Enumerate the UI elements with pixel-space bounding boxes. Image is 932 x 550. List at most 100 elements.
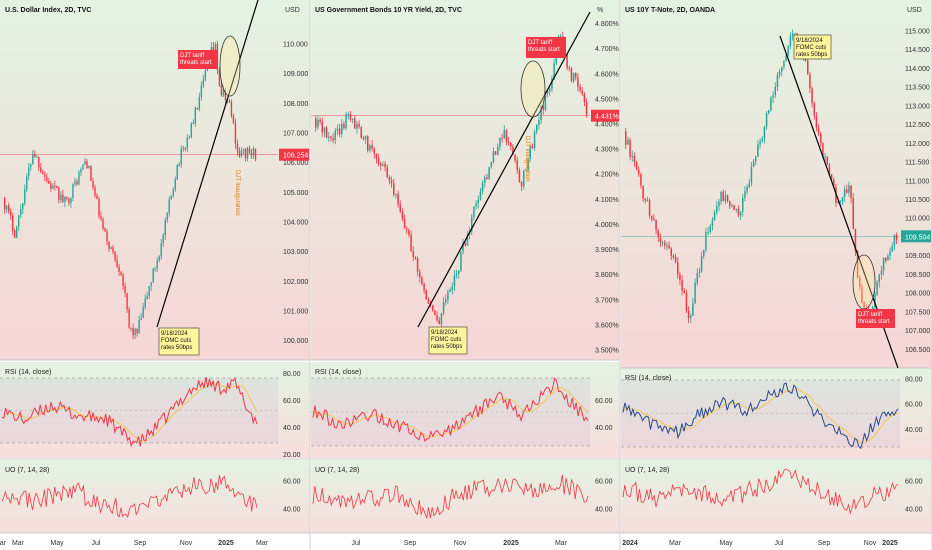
- candle-body: [880, 270, 883, 275]
- candle-body: [731, 205, 733, 207]
- candle-body: [707, 231, 709, 233]
- candle-body: [146, 296, 148, 299]
- candle-body: [421, 277, 423, 284]
- candle-body: [22, 203, 24, 210]
- candle-body: [568, 67, 571, 69]
- uo-line: [1, 474, 258, 519]
- candle-body: [232, 115, 235, 124]
- candle-body: [546, 90, 549, 94]
- candle-body: [739, 211, 742, 216]
- candle-body: [789, 36, 792, 47]
- candle-body: [657, 230, 660, 238]
- price-tick-label: 115.000: [905, 28, 930, 35]
- time-label: Mar: [0, 540, 7, 547]
- candle-body: [722, 191, 725, 201]
- candle-body: [80, 169, 82, 173]
- candle-body: [138, 319, 140, 333]
- candle-body: [367, 136, 369, 151]
- candle-body: [390, 180, 393, 184]
- candle-body: [160, 243, 162, 257]
- candle-body: [700, 256, 703, 272]
- candle-body: [659, 237, 662, 243]
- candle-body: [466, 234, 469, 246]
- candle-body: [538, 120, 540, 125]
- price-tick-label: 107.000: [905, 328, 930, 335]
- candle-body: [772, 95, 774, 99]
- candle-body: [246, 148, 249, 159]
- candle-body: [244, 149, 247, 159]
- candle-body: [42, 171, 44, 175]
- candle-body: [110, 247, 112, 249]
- candle-body: [811, 88, 813, 104]
- price-tick-label: 112.000: [905, 141, 930, 148]
- candle-body: [460, 251, 462, 271]
- candle-body: [711, 220, 714, 227]
- candle-body: [642, 185, 644, 199]
- candle-body: [455, 273, 458, 276]
- candle-body: [224, 89, 227, 101]
- candle-body: [388, 177, 391, 181]
- time-label: May: [719, 540, 733, 547]
- panel-title: U.S. Dollar Index, 2D, TVC: [5, 7, 91, 14]
- candle-body: [240, 150, 243, 157]
- candle-body: [354, 118, 356, 129]
- candle-body: [406, 228, 408, 230]
- price-tick-label: 106.000: [283, 160, 308, 167]
- trend-line: [156, 0, 259, 328]
- candle-body: [694, 282, 696, 304]
- candle-body: [891, 245, 894, 252]
- candle-body: [124, 286, 126, 294]
- candle-body: [737, 208, 740, 216]
- candle-body: [471, 216, 473, 232]
- rsi-tick-label: 60.00: [595, 398, 613, 405]
- candle-body: [735, 208, 738, 210]
- price-tick-label: 4.800%: [595, 21, 619, 28]
- candle-body: [130, 327, 132, 329]
- candle-body: [399, 204, 402, 212]
- annotation-text: DJT tariff: [180, 53, 204, 59]
- time-label: Jul: [775, 540, 784, 547]
- candle-body: [529, 145, 532, 159]
- panel-title: US 10Y T-Note, 2D, OANDA: [625, 7, 715, 14]
- candle-body: [833, 179, 835, 188]
- candle-body: [48, 180, 50, 184]
- price-tick-label: 103.000: [283, 249, 308, 256]
- uo-title: UO (7, 14, 28): [315, 467, 359, 474]
- price-tick-label: 3.900%: [595, 247, 619, 254]
- price-unit-label: %: [597, 7, 603, 14]
- last-price-badge: [591, 109, 619, 122]
- candle-body: [196, 107, 199, 110]
- candle-body: [445, 299, 447, 302]
- candle-body: [458, 270, 460, 274]
- candle-body: [64, 196, 66, 203]
- candle-body: [32, 154, 34, 165]
- candle-body: [638, 169, 640, 175]
- candle-body: [505, 130, 508, 143]
- candle-body: [525, 169, 527, 171]
- candle-body: [692, 303, 694, 316]
- candle-body: [212, 47, 215, 51]
- candle-body: [447, 291, 449, 300]
- last-price-badge: [279, 148, 309, 161]
- candle-body: [172, 189, 174, 196]
- candle-body: [74, 181, 76, 184]
- price-tick-label: 110.000: [905, 216, 930, 223]
- candle-body: [527, 158, 529, 170]
- candle-body: [136, 328, 138, 333]
- candle-body: [338, 128, 341, 135]
- candle-body: [122, 274, 124, 287]
- rsi-tick-label: 60.00: [283, 398, 301, 405]
- candle-body: [220, 85, 223, 96]
- price-tick-label: 113.000: [905, 103, 930, 110]
- rsi-tick-label: 80.00: [905, 376, 923, 383]
- candle-body: [670, 248, 673, 256]
- candle-body: [785, 54, 787, 62]
- candle-body: [341, 124, 343, 135]
- annotation-text: rates 50bps: [796, 52, 827, 58]
- candle-body: [108, 241, 110, 249]
- candle-body: [664, 242, 666, 246]
- rsi-ma-line: [312, 387, 589, 438]
- candle-body: [770, 98, 772, 111]
- highlight-ellipse: [520, 60, 546, 118]
- candle-body: [323, 127, 326, 133]
